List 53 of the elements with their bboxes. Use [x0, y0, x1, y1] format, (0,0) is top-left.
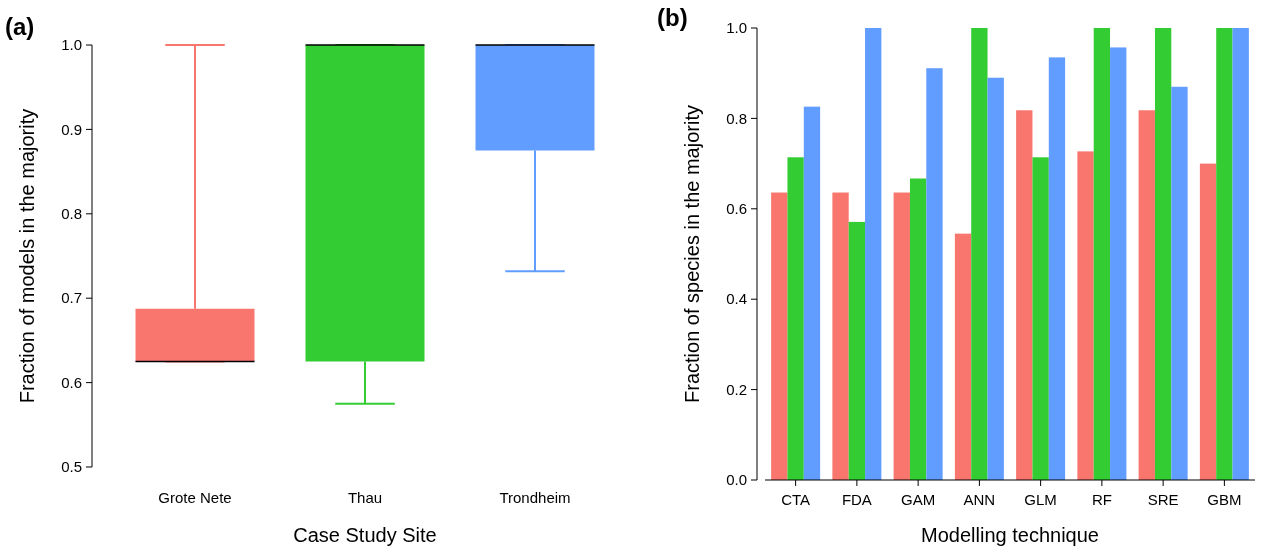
bar [893, 192, 910, 480]
y-tick-label: 0.0 [726, 471, 747, 489]
x-axis-title: Modelling technique [921, 524, 1099, 546]
bar [1171, 86, 1188, 480]
bar [1138, 110, 1155, 480]
bar [1216, 28, 1233, 480]
y-tick-label: 0.9 [61, 120, 82, 138]
bar [954, 233, 972, 480]
bar [1232, 28, 1249, 480]
bar [1154, 28, 1172, 480]
x-tick-label: CTA [781, 491, 811, 508]
x-tick-label: Grote Nete [158, 489, 232, 506]
bar [848, 221, 866, 480]
bar [971, 28, 988, 480]
bar [832, 192, 849, 480]
y-axis-title: Fraction of models in the majority [16, 108, 38, 404]
y-axis-title: Fraction of species in the majority [681, 105, 703, 403]
bar [865, 28, 882, 480]
y-tick-label: 0.8 [61, 205, 82, 223]
x-axis-title: Case Study Site [293, 524, 437, 546]
bar [1077, 151, 1094, 480]
y-tick-label: 0.6 [61, 373, 82, 391]
bar [1032, 157, 1049, 480]
y-tick-label: 0.2 [726, 380, 747, 398]
x-tick-label: FDA [841, 491, 872, 508]
y-tick-label: 1.0 [726, 19, 747, 37]
text: (a) [5, 13, 35, 40]
bar [1048, 57, 1066, 480]
x-tick-label: ANN [963, 491, 996, 508]
x-tick-label: GBM [1207, 491, 1242, 508]
bar [1016, 110, 1033, 480]
y-tick-label: 0.5 [61, 458, 82, 476]
bar [1110, 47, 1127, 480]
text: (b) [657, 4, 688, 31]
x-tick-label: GAM [901, 491, 936, 508]
y-tick-label: 0.8 [726, 109, 747, 127]
x-tick-label: Trondheim [499, 489, 571, 506]
bar [909, 178, 927, 480]
bar [1093, 28, 1111, 480]
bar [1199, 163, 1217, 480]
x-tick-label: SRE [1147, 491, 1179, 508]
bar [771, 192, 788, 480]
y-tick-label: 0.6 [726, 200, 747, 218]
x-tick-label: GLM [1024, 491, 1057, 508]
x-tick-label: RF [1091, 491, 1112, 508]
y-tick-label: 0.7 [61, 289, 82, 307]
bar [987, 77, 1004, 480]
bar [926, 68, 943, 480]
y-tick-label: 0.4 [726, 290, 747, 308]
x-tick-label: Thau [347, 489, 383, 506]
bar [787, 157, 804, 480]
y-tick-label: 1.0 [61, 36, 82, 54]
bar [803, 106, 821, 480]
